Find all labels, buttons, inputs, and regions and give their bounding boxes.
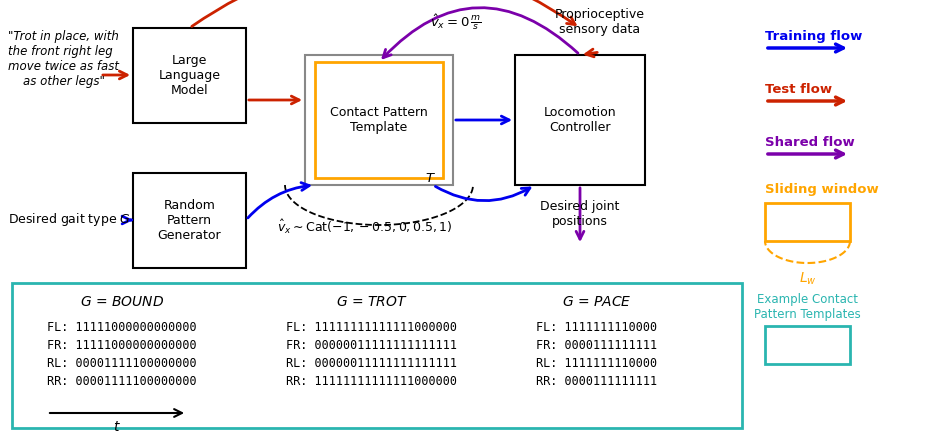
Bar xyxy=(765,203,850,241)
Text: $t$: $t$ xyxy=(113,420,121,434)
Text: Desired joint
positions: Desired joint positions xyxy=(540,200,620,228)
Bar xyxy=(133,173,246,268)
Text: Random
Pattern
Generator: Random Pattern Generator xyxy=(158,199,222,242)
Text: Large
Language
Model: Large Language Model xyxy=(159,54,221,97)
Bar xyxy=(765,326,850,364)
Text: $G$ = TROT: $G$ = TROT xyxy=(337,295,408,309)
Text: "Trot in place, with
the front right leg
move twice as fast
    as other legs": "Trot in place, with the front right leg… xyxy=(8,30,119,88)
Text: Test flow: Test flow xyxy=(765,83,832,96)
Text: $L_w$: $L_w$ xyxy=(798,271,816,287)
Text: $G$ = BOUND: $G$ = BOUND xyxy=(79,295,165,309)
Text: Contact Pattern
Template: Contact Pattern Template xyxy=(330,106,428,134)
Text: $T$: $T$ xyxy=(424,171,436,184)
Text: Sliding window: Sliding window xyxy=(765,183,879,196)
Text: Locomotion
Controller: Locomotion Controller xyxy=(543,106,616,134)
Text: Desired gait type $G$: Desired gait type $G$ xyxy=(8,211,131,228)
Text: FL: 1111111110000
FR: 0000111111111
RL: 1111111110000
RR: 0000111111111: FL: 1111111110000 FR: 0000111111111 RL: … xyxy=(537,321,657,388)
Bar xyxy=(305,55,453,185)
Text: Training flow: Training flow xyxy=(765,30,862,43)
Text: $\hat{v}_x = 0\,\frac{m}{s}$: $\hat{v}_x = 0\,\frac{m}{s}$ xyxy=(430,12,482,32)
Text: Example Contact
Pattern Templates: Example Contact Pattern Templates xyxy=(755,293,861,321)
Bar xyxy=(12,283,742,428)
Text: $G$ = PACE: $G$ = PACE xyxy=(562,295,632,309)
Text: FL: 11111111111111000000
FR: 00000011111111111111
RL: 00000011111111111111
RR: 1: FL: 11111111111111000000 FR: 00000011111… xyxy=(286,321,457,388)
Bar xyxy=(315,62,443,178)
Text: $\hat{v}_x \sim \mathrm{Cat}(-1, -0.5, 0, 0.5, 1)$: $\hat{v}_x \sim \mathrm{Cat}(-1, -0.5, 0… xyxy=(278,218,453,236)
Text: Shared flow: Shared flow xyxy=(765,136,855,149)
Text: Proprioceptive
sensory data: Proprioceptive sensory data xyxy=(555,8,645,36)
Text: FL: 11111000000000000
FR: 11111000000000000
RL: 00001111100000000
RR: 0000111110: FL: 11111000000000000 FR: 11111000000000… xyxy=(47,321,196,388)
Bar xyxy=(515,55,645,185)
Bar xyxy=(133,28,246,123)
